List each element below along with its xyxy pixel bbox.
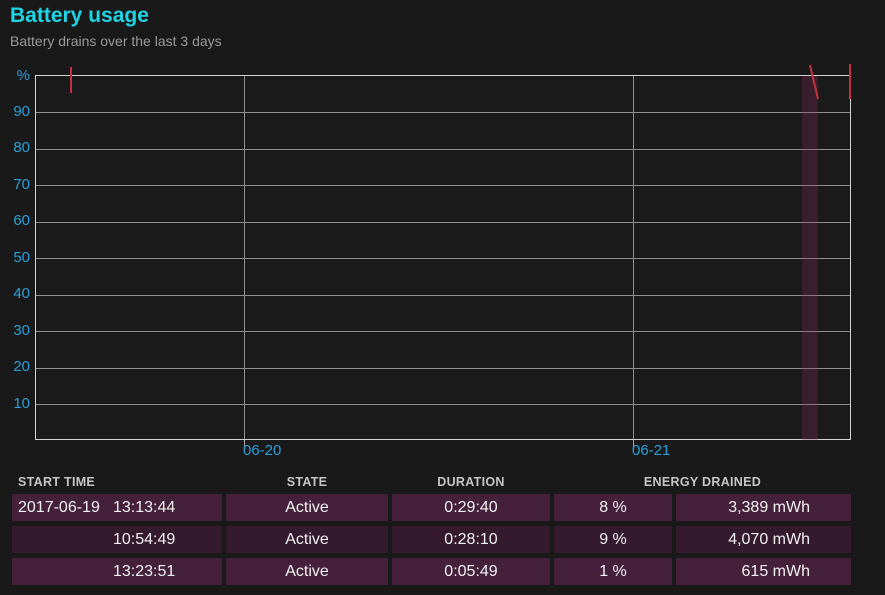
cell-start-time: 10:54:49 [12, 526, 222, 553]
cell-date: 2017-06-19 [18, 499, 100, 516]
cell-energy-drained: 4,070 mWh [676, 526, 851, 553]
gridline-h-30 [36, 331, 850, 332]
gridline-h-50 [36, 258, 850, 259]
gridline-h-20 [36, 368, 850, 369]
gridline-v-0621 [633, 76, 634, 439]
cell-duration: 0:28:10 [392, 526, 550, 553]
x-tick-label-0621: 06-21 [632, 442, 671, 459]
cell-state: Active [226, 494, 388, 521]
y-tick-label-90: 90 [13, 103, 30, 120]
gridline-h-80 [36, 149, 850, 150]
cell-start-time: 2017-06-19 13:13:44 [12, 494, 222, 521]
cell-time: 10:54:49 [113, 531, 176, 548]
gridline-v-0620 [244, 76, 245, 439]
cell-percent: 9 % [554, 526, 672, 553]
cell-percent: 1 % [554, 558, 672, 585]
x-axis-tick-0621 [633, 440, 634, 447]
cell-state: Active [226, 558, 388, 585]
col-header-duration: DURATION [437, 475, 505, 489]
cell-time: 13:13:44 [113, 499, 176, 516]
x-tick-label-0620: 06-20 [243, 442, 282, 459]
cell-time: 13:23:51 [113, 563, 176, 580]
gridline-h-40 [36, 295, 850, 296]
y-tick-label-40: 40 [13, 285, 30, 302]
cell-energy-drained: 615 mWh [676, 558, 851, 585]
y-tick-label-10: 10 [13, 395, 30, 412]
y-tick-label-20: 20 [13, 358, 30, 375]
drain-mark-2 [809, 64, 819, 100]
gridline-h-90 [36, 112, 850, 113]
gridline-h-10 [36, 404, 850, 405]
y-tick-label-60: 60 [13, 212, 30, 229]
highlight-band [802, 76, 818, 440]
gridline-h-70 [36, 185, 850, 186]
gridline-h-60 [36, 222, 850, 223]
page-title: Battery usage [10, 4, 149, 27]
drain-marks-svg [70, 64, 851, 100]
y-axis: % 90 80 70 60 50 40 30 20 10 [0, 67, 30, 440]
cell-state: Active [226, 526, 388, 553]
col-header-state: STATE [286, 475, 328, 489]
x-axis-tick-0620 [244, 440, 245, 447]
y-tick-label-50: 50 [13, 249, 30, 266]
page-subtitle: Battery drains over the last 3 days [10, 33, 222, 49]
y-tick-label-70: 70 [13, 176, 30, 193]
y-tick-label-80: 80 [13, 139, 30, 156]
cell-percent: 8 % [554, 494, 672, 521]
y-tick-label-30: 30 [13, 322, 30, 339]
y-axis-unit-label: % [16, 67, 30, 84]
cell-energy-drained: 3,389 mWh [676, 494, 851, 521]
cell-start-time: 13:23:51 [12, 558, 222, 585]
col-header-energy-drained: ENERGY DRAINED [643, 475, 762, 489]
col-header-start-time: START TIME [18, 475, 96, 489]
cell-duration: 0:05:49 [392, 558, 550, 585]
battery-usage-chart [35, 64, 851, 447]
cell-duration: 0:29:40 [392, 494, 550, 521]
